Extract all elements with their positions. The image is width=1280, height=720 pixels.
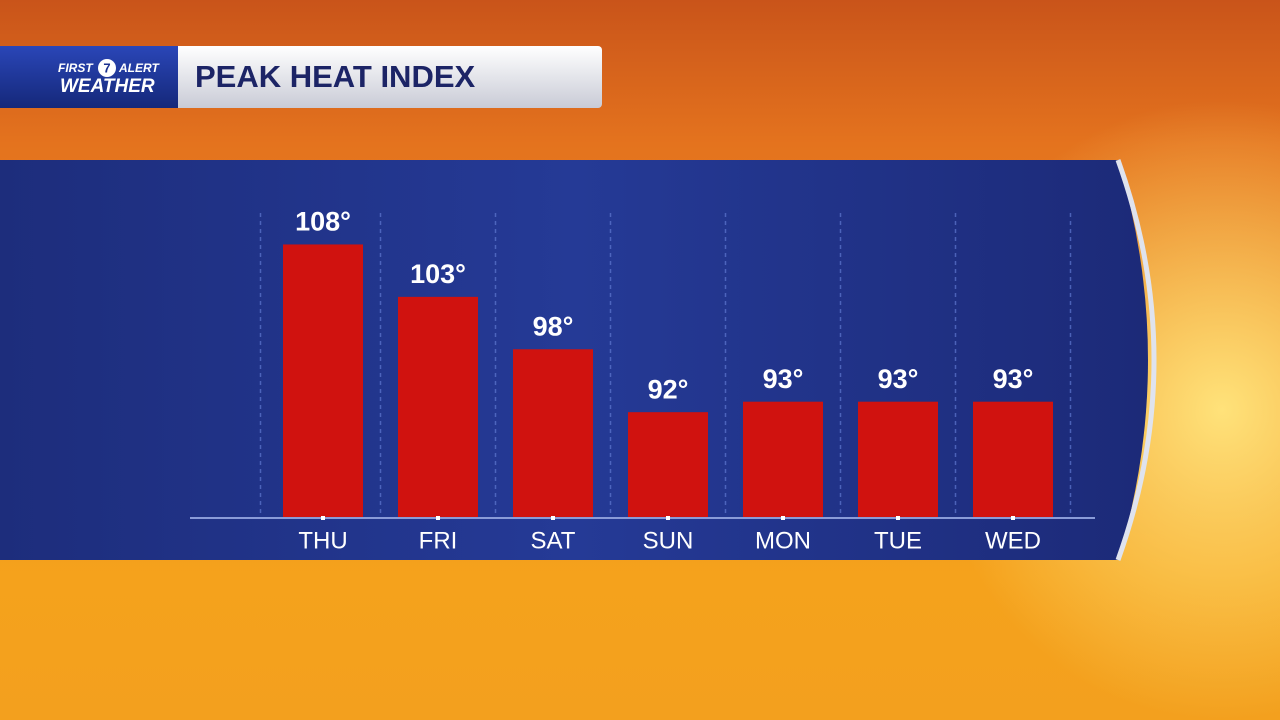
logo-text: ALERT xyxy=(118,61,160,75)
value-label: 98° xyxy=(533,311,574,341)
value-label: 93° xyxy=(878,364,919,394)
tick-dot xyxy=(436,516,440,520)
x-tick-label: MON xyxy=(755,527,811,554)
logo-box xyxy=(0,46,178,108)
x-tick-label: SUN xyxy=(643,527,694,554)
bar xyxy=(858,401,938,517)
value-label: 93° xyxy=(993,364,1034,394)
value-label: 103° xyxy=(410,259,466,289)
x-tick-label: FRI xyxy=(419,527,458,554)
bar xyxy=(513,349,593,517)
tick-dot xyxy=(551,516,555,520)
chart-title: PEAK HEAT INDEX xyxy=(195,59,476,94)
x-tick-label: TUE xyxy=(874,527,922,554)
tick-dot xyxy=(896,516,900,520)
tick-dot xyxy=(666,516,670,520)
x-tick-label: THU xyxy=(298,527,347,554)
bar xyxy=(973,401,1053,517)
x-tick-label: SAT xyxy=(531,527,576,554)
value-label: 93° xyxy=(763,364,804,394)
logo-text: WEATHER xyxy=(60,76,155,97)
bar xyxy=(743,401,823,517)
value-label: 108° xyxy=(295,207,351,237)
value-label: 92° xyxy=(648,374,689,404)
bar xyxy=(398,296,478,517)
bar xyxy=(283,244,363,517)
x-tick-label: WED xyxy=(985,527,1041,554)
bar xyxy=(628,412,708,517)
tick-dot xyxy=(1011,516,1015,520)
tick-dot xyxy=(781,516,785,520)
logo-text: 7 xyxy=(103,60,110,75)
logo-circle xyxy=(98,59,116,77)
logo-text: FIRST xyxy=(58,61,94,75)
panel-edge xyxy=(1115,159,1157,561)
tick-dot xyxy=(321,516,325,520)
